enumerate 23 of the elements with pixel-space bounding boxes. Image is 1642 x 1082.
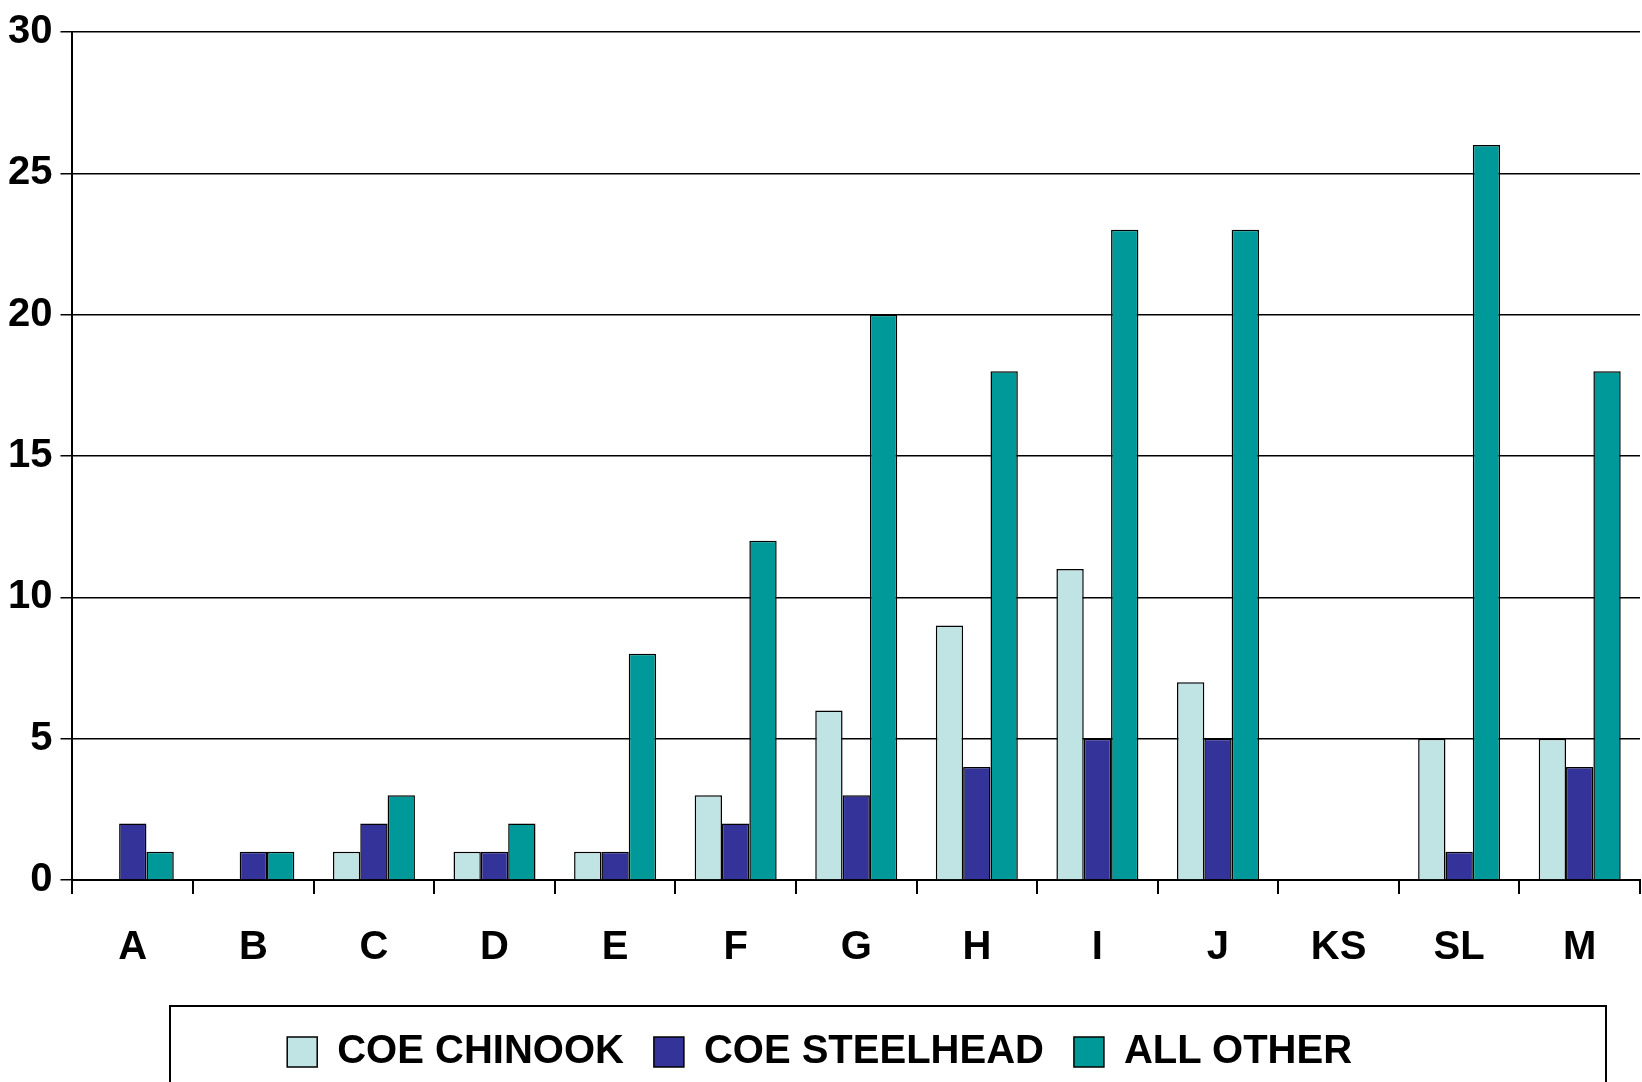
x-tick-label: C xyxy=(359,923,389,968)
y-tick-label: 30 xyxy=(7,7,53,52)
x-tick-label: D xyxy=(480,923,509,968)
x-tick-label: E xyxy=(601,923,629,968)
x-tick-label: A xyxy=(118,923,148,968)
x-tick-label: H xyxy=(962,923,992,968)
y-tick-label: 15 xyxy=(7,431,53,476)
x-tick-label: KS xyxy=(1310,923,1367,968)
y-tick-label: 20 xyxy=(7,289,53,334)
x-tick-label: M xyxy=(1563,923,1597,968)
y-tick-label: 5 xyxy=(30,713,53,758)
y-tick-label: 25 xyxy=(7,148,53,193)
legend-label: ALL OTHER xyxy=(1123,1027,1353,1072)
legend-label: COE CHINOOK xyxy=(337,1027,624,1072)
x-tick-label: I xyxy=(1091,923,1103,968)
y-tick-label: 0 xyxy=(30,855,53,900)
y-tick-label: 10 xyxy=(7,572,53,617)
legend-label: COE STEELHEAD xyxy=(703,1027,1044,1072)
x-tick-label: J xyxy=(1206,923,1230,968)
x-tick-label: F xyxy=(723,923,748,968)
x-tick-label: G xyxy=(840,923,872,968)
x-tick-label: B xyxy=(238,923,268,968)
x-tick-label: SL xyxy=(1433,923,1485,968)
